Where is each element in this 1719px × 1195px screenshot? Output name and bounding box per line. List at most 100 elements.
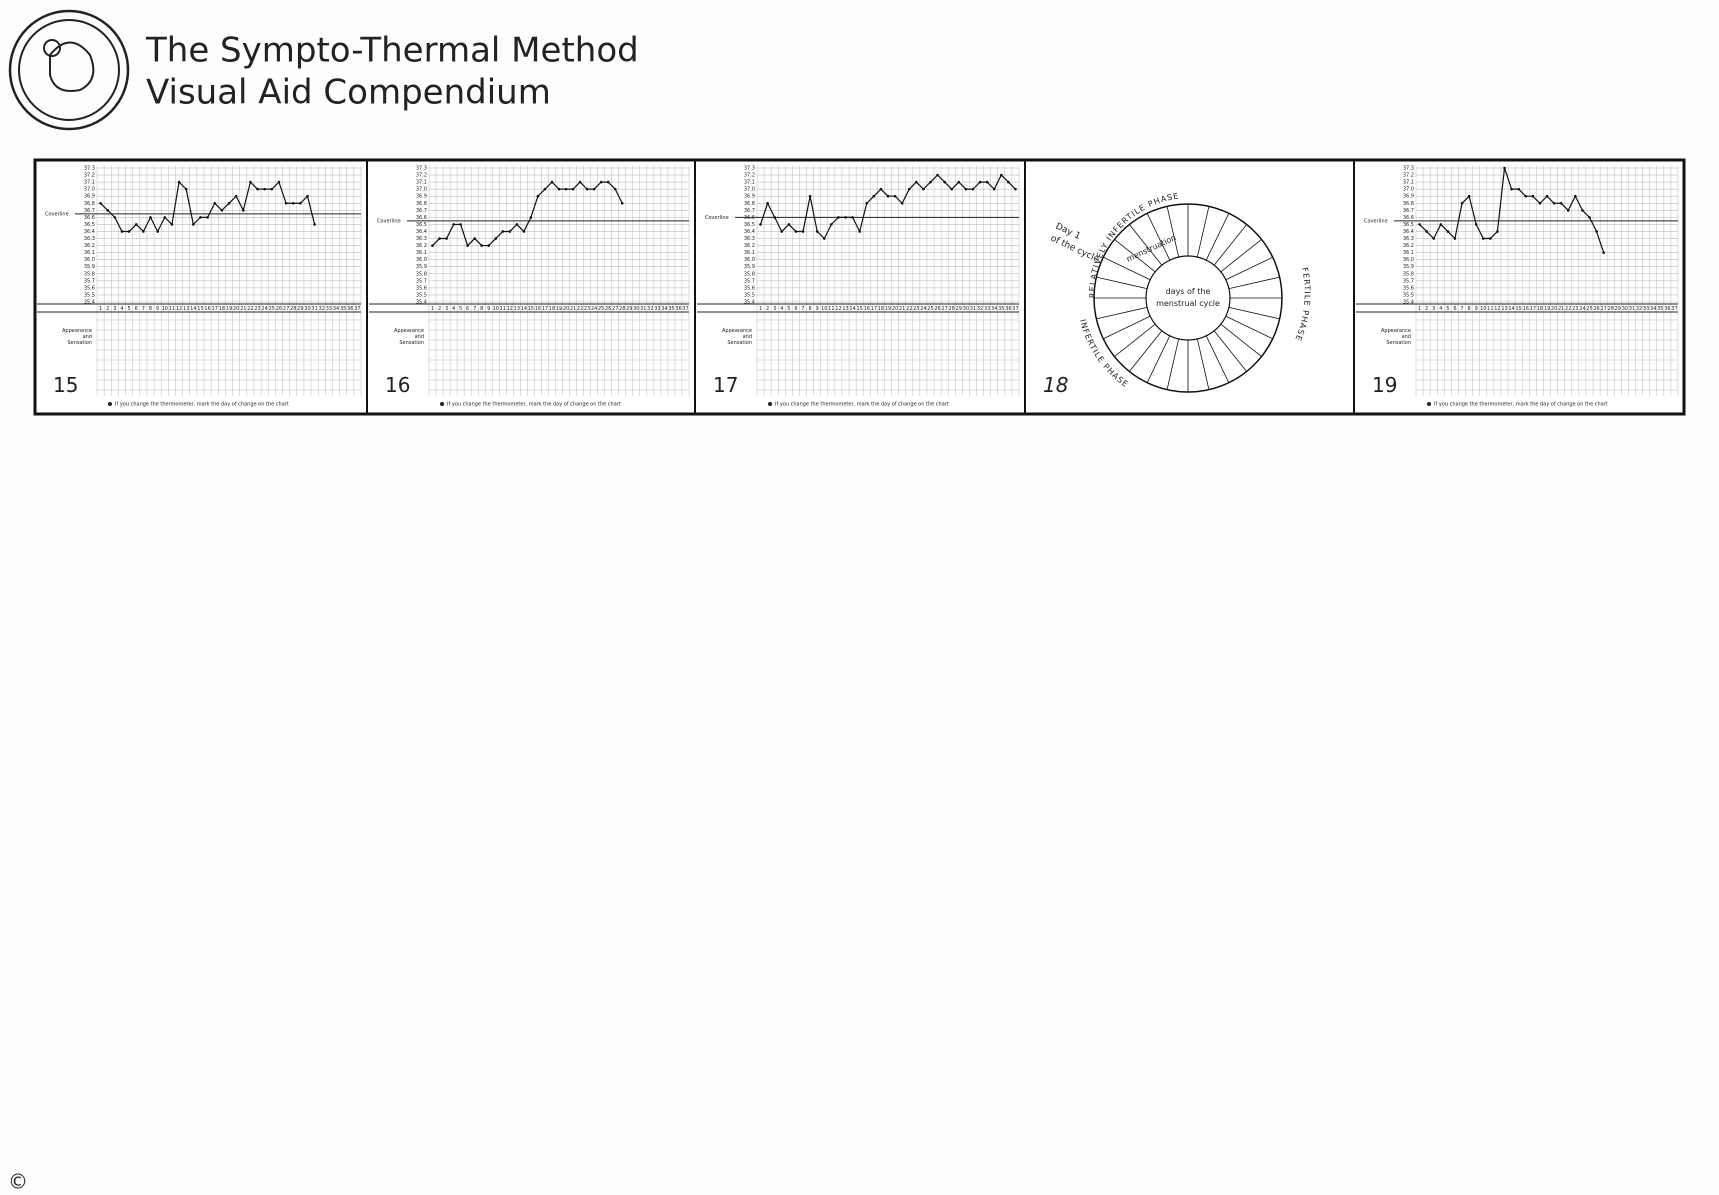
day-label: 32 <box>647 306 653 312</box>
temperature-point <box>1595 230 1598 233</box>
day-label: 1 <box>99 306 102 312</box>
temperature-point <box>1510 187 1513 191</box>
temperature-point <box>277 180 281 184</box>
temperature-point <box>184 187 188 191</box>
y-tick-label: 37.3 <box>416 166 427 172</box>
day-label: 35 <box>340 306 346 312</box>
day-label: 4 <box>452 306 455 312</box>
temperature-point <box>971 187 975 191</box>
temperature-point <box>249 180 252 184</box>
day-label: 36 <box>1664 306 1670 312</box>
temperature-point <box>1588 216 1591 219</box>
day-label: 27 <box>941 306 947 312</box>
temperature-point <box>127 230 131 233</box>
day-label: 35 <box>1657 306 1663 312</box>
wheel-spoke <box>1114 323 1156 357</box>
y-tick-label: 37.2 <box>1403 173 1414 179</box>
wheel-spoke <box>1166 338 1180 390</box>
day-label: 13 <box>1501 306 1507 312</box>
temperature-point <box>206 216 209 219</box>
temperature-point <box>1446 230 1450 233</box>
temperature-point <box>900 201 904 205</box>
day-label: 26 <box>276 306 282 312</box>
temperature-point <box>1574 194 1577 198</box>
y-tick-label: 36.5 <box>416 222 427 228</box>
temperature-point <box>766 201 769 205</box>
day-label: 21 <box>570 306 576 312</box>
temperature-point <box>1474 223 1478 226</box>
temperature-point <box>480 244 484 247</box>
temperature-point <box>550 180 554 184</box>
day-label: 3 <box>773 306 776 312</box>
day-label: 12 <box>835 306 841 312</box>
appearance-label: Appearance <box>394 328 424 334</box>
temperature-point <box>1602 251 1605 254</box>
temperature-point <box>113 216 117 219</box>
temperature-point <box>578 180 582 184</box>
wheel-spoke <box>1103 315 1151 340</box>
day-label: 1 <box>431 306 434 312</box>
temperature-point <box>213 201 217 205</box>
day-label: 29 <box>1615 306 1621 312</box>
day-label: 7 <box>473 306 476 312</box>
panel-number: 16 <box>385 373 410 397</box>
wheel-spoke <box>1220 239 1262 273</box>
y-tick-label: 35.4 <box>84 300 95 306</box>
wheel-spoke <box>1096 276 1148 290</box>
day-label: 22 <box>577 306 583 312</box>
footnote-bullet <box>1427 402 1431 406</box>
day-label: 19 <box>1544 306 1550 312</box>
day-label: 36 <box>347 306 353 312</box>
wheel-spoke <box>1096 306 1148 320</box>
day-label: 28 <box>1608 306 1614 312</box>
footnote: If you change the thermometer, mark the … <box>447 402 621 408</box>
y-tick-label: 36.8 <box>416 201 427 207</box>
temperature-point <box>1566 209 1570 212</box>
temperature-point <box>992 187 996 191</box>
temperature-point <box>1014 187 1017 191</box>
temperature-point <box>227 201 231 205</box>
wheel-spoke <box>1228 276 1280 290</box>
day-label: 33 <box>1643 306 1649 312</box>
y-tick-label: 35.7 <box>416 278 427 284</box>
day-label: 26 <box>1593 306 1599 312</box>
day-label: 34 <box>333 306 339 312</box>
temperature-point <box>1559 201 1563 205</box>
y-tick-label: 35.8 <box>84 271 95 277</box>
day-label: 28 <box>949 306 955 312</box>
day-label: 23 <box>1572 306 1578 312</box>
temperature-point <box>915 180 918 184</box>
day-label: 15 <box>528 306 534 312</box>
day-label: 17 <box>212 306 218 312</box>
day-label: 25 <box>269 306 275 312</box>
temperature-point <box>929 180 932 184</box>
day-label: 30 <box>963 306 969 312</box>
temperature-point <box>473 237 476 240</box>
temperature-point <box>1552 201 1556 205</box>
footnote-bullet <box>108 402 112 406</box>
appearance-label: Appearance <box>722 328 752 334</box>
temperature-point <box>313 223 316 226</box>
day-label: 18 <box>1537 306 1543 312</box>
day-label: 9 <box>1475 306 1478 312</box>
temperature-curve <box>432 181 623 247</box>
day-label: 16 <box>864 306 870 312</box>
temperature-point <box>557 187 561 191</box>
day-label: 13 <box>183 306 189 312</box>
day-label: 35 <box>998 306 1004 312</box>
temperature-point <box>445 237 448 240</box>
day-label: 37 <box>682 306 688 312</box>
temperature-point <box>256 187 259 191</box>
y-tick-label: 37.2 <box>416 173 427 179</box>
temperature-point <box>879 187 883 191</box>
day-label: 8 <box>809 306 812 312</box>
day-label: 16 <box>1523 306 1529 312</box>
temperature-point <box>1467 194 1471 198</box>
day-label: 27 <box>612 306 618 312</box>
day-label: 2 <box>1425 306 1428 312</box>
day-label: 8 <box>1468 306 1471 312</box>
temperature-point <box>830 223 833 226</box>
day-label: 13 <box>842 306 848 312</box>
y-tick-label: 36.7 <box>1403 208 1414 214</box>
